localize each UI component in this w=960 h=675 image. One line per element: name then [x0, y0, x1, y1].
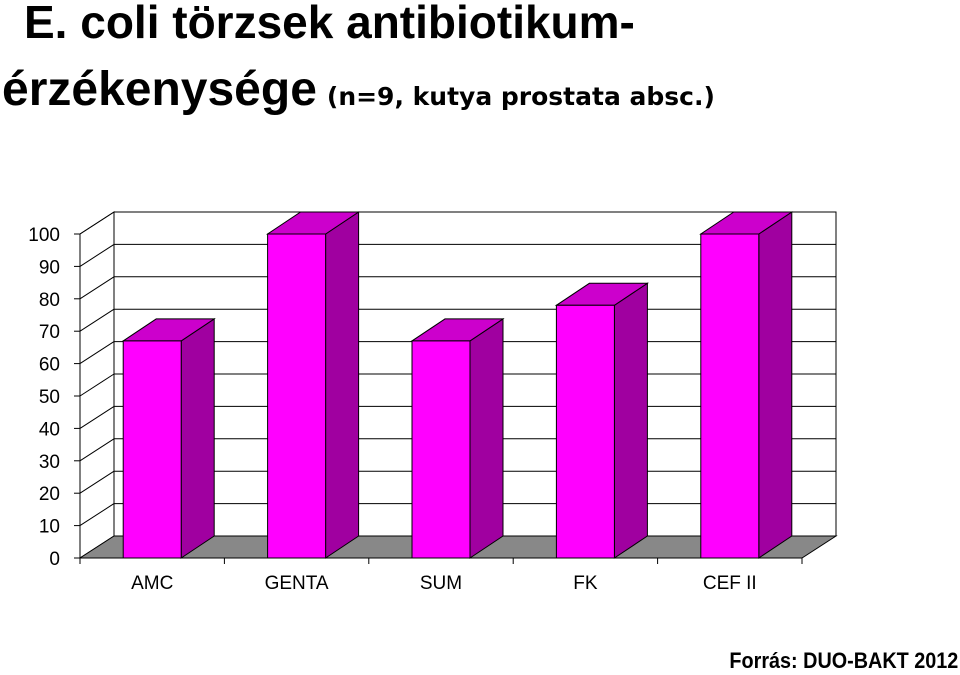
bar [265, 211, 361, 559]
y-tick-label: 0 [49, 549, 60, 570]
gridline-side [79, 503, 115, 527]
chart-title-line1: E. coli törzsek antibiotikum- [24, 0, 635, 48]
chart-title-line2: érzékenysége (n=9, kutya prostata absc.) [2, 64, 715, 123]
gridline-side [79, 438, 115, 462]
chart-subtitle: (n=9, kutya prostata absc.) [326, 82, 715, 111]
bar-side [180, 317, 215, 559]
y-tick-label: 10 [39, 517, 60, 538]
y-tick-label: 50 [39, 387, 60, 408]
bar-side [758, 211, 793, 559]
x-tick-label: AMC [131, 573, 173, 594]
bar-side [325, 211, 360, 559]
bar-side [469, 317, 504, 559]
bar [554, 282, 650, 559]
bar-front [700, 233, 760, 559]
y-tick-label: 90 [39, 257, 60, 278]
bar [410, 317, 505, 559]
gridline-side [79, 243, 115, 267]
bar-front [411, 340, 471, 559]
source-note: Forrás: DUO-BAKT 2012 [729, 648, 958, 673]
x-tick-label: FK [573, 573, 598, 594]
bar [121, 317, 216, 559]
x-axis: AMC GENTA SUM FK CEF II [79, 557, 803, 594]
gridline-side [79, 341, 115, 365]
bar-front [122, 340, 182, 559]
bar-front [267, 233, 327, 559]
y-tick-label: 30 [39, 452, 60, 473]
x-tick-label: CEF II [703, 573, 757, 594]
y-tick-label: 100 [28, 225, 60, 246]
y-tick-label: 60 [39, 355, 60, 376]
y-tick-label: 80 [39, 290, 60, 311]
gridline-side [79, 373, 115, 397]
gridline-side [79, 405, 115, 429]
x-tick-label: SUM [420, 573, 462, 594]
y-tick-label: 70 [39, 322, 60, 343]
bar-side [613, 282, 648, 559]
gridline-side [79, 211, 115, 235]
y-axis: 0 10 20 30 40 50 60 70 80 90 100 [28, 225, 81, 570]
gridline-side [79, 276, 115, 300]
chart-title-main: érzékenysége [2, 63, 317, 116]
chart-bars [121, 211, 794, 559]
x-tick-label: GENTA [265, 573, 329, 594]
y-tick-label: 20 [39, 484, 60, 505]
y-tick-label: 40 [39, 419, 60, 440]
bar-front [555, 304, 615, 559]
bar [699, 211, 794, 559]
gridline-side [79, 470, 115, 494]
gridline-side [79, 308, 115, 332]
